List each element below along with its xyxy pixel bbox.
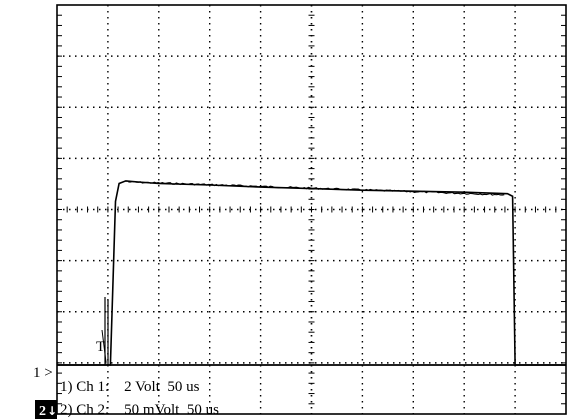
ch1-trace-noise [128, 180, 505, 196]
ch1-trace [57, 180, 566, 366]
ch2-marker-badge: 2 ↓ [35, 400, 57, 419]
ch1-ground-marker: 1 > [33, 365, 53, 381]
trigger-spike [101, 329, 107, 363]
graticule [56, 4, 567, 415]
trigger-marker: T [96, 339, 105, 355]
waveform-traces [57, 180, 566, 366]
ch2-readout: 2) Ch 2: 50 mVolt 50 us [60, 402, 219, 418]
down-arrow-icon: ↓ [47, 404, 57, 418]
ch1-readout: 1) Ch 1: 2 Volt 50 us [60, 379, 200, 395]
ch2-marker-label: 2 [39, 404, 46, 419]
